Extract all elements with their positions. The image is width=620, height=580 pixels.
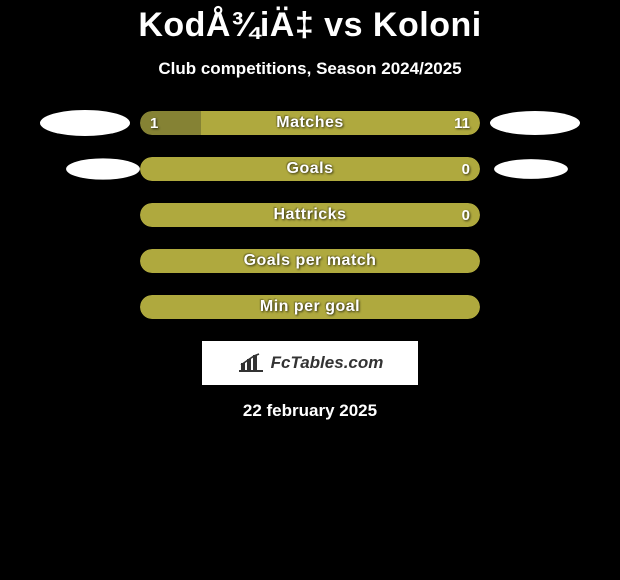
- stat-row-hattricks: Hattricks 0: [0, 203, 620, 227]
- bar-label: Goals per match: [140, 249, 480, 273]
- bar-label: Matches: [140, 111, 480, 135]
- right-value: 11: [454, 111, 470, 135]
- stat-row-matches: 1 Matches 11: [0, 111, 620, 135]
- bar-label: Hattricks: [140, 203, 480, 227]
- left-marker-blob: [40, 110, 130, 136]
- bar-label: Min per goal: [140, 295, 480, 319]
- stat-bar: Goals 0: [140, 157, 480, 181]
- left-marker-blob: [66, 158, 140, 179]
- brand-logo: FcTables.com: [202, 341, 418, 385]
- stat-bar: Goals per match: [140, 249, 480, 273]
- right-value: 0: [462, 203, 470, 227]
- brand-logo-text: FcTables.com: [271, 353, 384, 373]
- chart-icon: [237, 353, 265, 373]
- stat-bar: 1 Matches 11: [140, 111, 480, 135]
- stat-row-min-per-goal: Min per goal: [0, 295, 620, 319]
- stat-row-goals: Goals 0: [0, 157, 620, 181]
- comparison-chart: 1 Matches 11 Goals 0 Hattricks 0: [0, 111, 620, 319]
- right-value: 0: [462, 157, 470, 181]
- stat-bar: Hattricks 0: [140, 203, 480, 227]
- bar-label: Goals: [140, 157, 480, 181]
- right-marker-blob: [494, 159, 568, 179]
- stat-row-goals-per-match: Goals per match: [0, 249, 620, 273]
- footer-date: 22 february 2025: [0, 401, 620, 421]
- stat-bar: Min per goal: [140, 295, 480, 319]
- page-title: KodÅ¾iÄ‡ vs Koloni: [0, 0, 620, 45]
- page-subtitle: Club competitions, Season 2024/2025: [0, 59, 620, 79]
- right-marker-blob: [490, 111, 580, 135]
